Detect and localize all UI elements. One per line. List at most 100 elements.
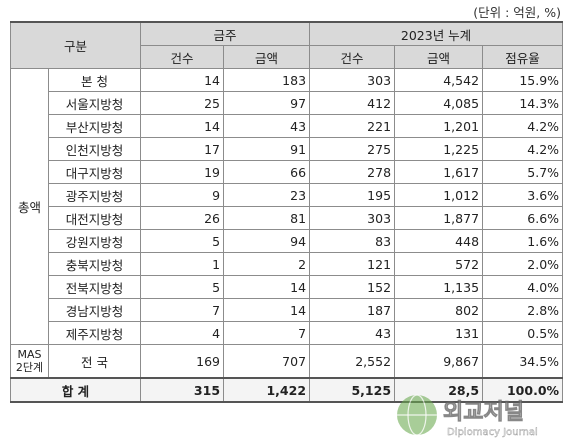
row-amount-cumulative: 1,225 [394,137,484,161]
row-count: 14 [140,114,225,138]
row-share: 6.6% [482,206,564,230]
row-name: 부산지방청 [47,114,142,138]
total-label: 합 계 [9,377,142,403]
table-row: 부산지방청 14 43 221 1,201 4.2% [11,114,564,138]
row-amount-cumulative: 802 [394,298,484,322]
mas-count: 169 [140,344,225,379]
row-share: 1.6% [482,229,564,253]
row-amount: 94 [223,229,311,253]
category-total-label: 총액 [10,68,49,345]
row-count-cumulative: 43 [309,321,396,345]
table-row: 총액 본 청 14 183 303 4,542 15.9% [10,68,564,345]
table-row: 경남지방청 7 14 187 802 2.8% [11,298,564,322]
row-amount: 183 [223,68,311,92]
row-name: 전북지방청 [47,275,142,299]
row-name: 강원지방청 [47,229,142,253]
row-amount: 91 [223,137,311,161]
header-count-cumulative: 건수 [309,45,396,69]
row-amount: 81 [223,206,311,230]
row-amount-cumulative: 4,085 [394,91,484,115]
row-share: 0.5% [482,321,564,345]
table-row: 전북지방청 5 14 152 1,135 4.0% [11,275,564,299]
row-amount-cumulative: 4,542 [394,68,484,92]
mas-count-cumulative: 2,552 [309,344,396,379]
row-count-cumulative: 303 [309,206,396,230]
mas-label-line2: 2단계 [15,361,44,374]
header-amount-cumulative: 금액 [394,45,484,69]
row-amount-cumulative: 1,201 [394,114,484,138]
total-amount-cumulative: 28,5 [394,377,484,403]
row-name: 제주지방청 [47,321,142,345]
header-share: 점유율 [482,45,564,69]
watermark-title: 외교저널 [443,400,524,425]
row-share: 4.0% [482,275,564,299]
row-share: 15.9% [482,68,564,92]
row-share: 2.0% [482,252,564,276]
table-row: 대전지방청 26 81 303 1,877 6.6% [11,206,564,230]
row-count: 5 [140,275,225,299]
table-row: 강원지방청 5 94 83 448 1.6% [11,229,564,253]
header-group: 구분 [9,21,142,69]
table-row: 인천지방청 17 91 275 1,225 4.2% [11,137,564,161]
row-amount: 7 [223,321,311,345]
row-count-cumulative: 275 [309,137,396,161]
row-share: 4.2% [482,137,564,161]
row-count-cumulative: 152 [309,275,396,299]
row-amount: 66 [223,160,311,184]
row-amount-cumulative: 448 [394,229,484,253]
row-name: 서울지방청 [47,91,142,115]
row-count: 7 [140,298,225,322]
mas-share: 34.5% [482,344,564,379]
mas-amount: 707 [223,344,311,379]
row-name: 충북지방청 [47,252,142,276]
row-count: 9 [140,183,225,207]
row-name: 본 청 [47,68,142,92]
row-count: 19 [140,160,225,184]
header-cumulative: 2023년 누계 [309,21,564,46]
table-row: 충북지방청 1 2 121 572 2.0% [11,252,564,276]
row-amount-cumulative: 131 [394,321,484,345]
row-count-cumulative: 121 [309,252,396,276]
total-amount: 1,422 [223,377,311,403]
row-amount-cumulative: 572 [394,252,484,276]
row-amount-cumulative: 1,012 [394,183,484,207]
row-amount-cumulative: 1,617 [394,160,484,184]
header-count: 건수 [140,45,225,69]
unit-note: (단위 : 억원, %) [473,5,561,20]
row-count: 4 [140,321,225,345]
table-row: 대구지방청 19 66 278 1,617 5.7% [11,160,564,184]
row-amount-cumulative: 1,135 [394,275,484,299]
row-amount: 97 [223,91,311,115]
row-count: 1 [140,252,225,276]
row-count-cumulative: 278 [309,160,396,184]
row-share: 4.2% [482,114,564,138]
row-name: 대전지방청 [47,206,142,230]
row-count: 14 [140,68,225,92]
table-body: 총액 본 청 14 183 303 4,542 15.9% 서울지방청 25 9… [9,68,564,403]
row-count-cumulative: 412 [309,91,396,115]
row-name: 경남지방청 [47,298,142,322]
row-count: 17 [140,137,225,161]
total-count: 315 [140,377,225,403]
header-monthly: 금주 [140,21,311,46]
row-count-cumulative: 195 [309,183,396,207]
total-count-cumulative: 5,125 [309,377,396,403]
row-amount: 43 [223,114,311,138]
mas-category-label: MAS 2단계 [10,344,49,379]
row-name: 대구지방청 [47,160,142,184]
row-share: 2.8% [482,298,564,322]
mas-row-name: 전 국 [47,344,142,379]
row-share: 3.6% [482,183,564,207]
row-count-cumulative: 303 [309,68,396,92]
row-share: 14.3% [482,91,564,115]
row-count: 5 [140,229,225,253]
header-amount: 금액 [223,45,311,69]
total-row: 합 계 315 1,422 5,125 28,5 100.0% [9,377,564,403]
row-name: 인천지방청 [47,137,142,161]
row-amount: 14 [223,298,311,322]
row-count-cumulative: 83 [309,229,396,253]
row-count: 26 [140,206,225,230]
table-row: 광주지방청 9 23 195 1,012 3.6% [11,183,564,207]
row-amount: 2 [223,252,311,276]
mas-amount-cumulative: 9,867 [394,344,484,379]
